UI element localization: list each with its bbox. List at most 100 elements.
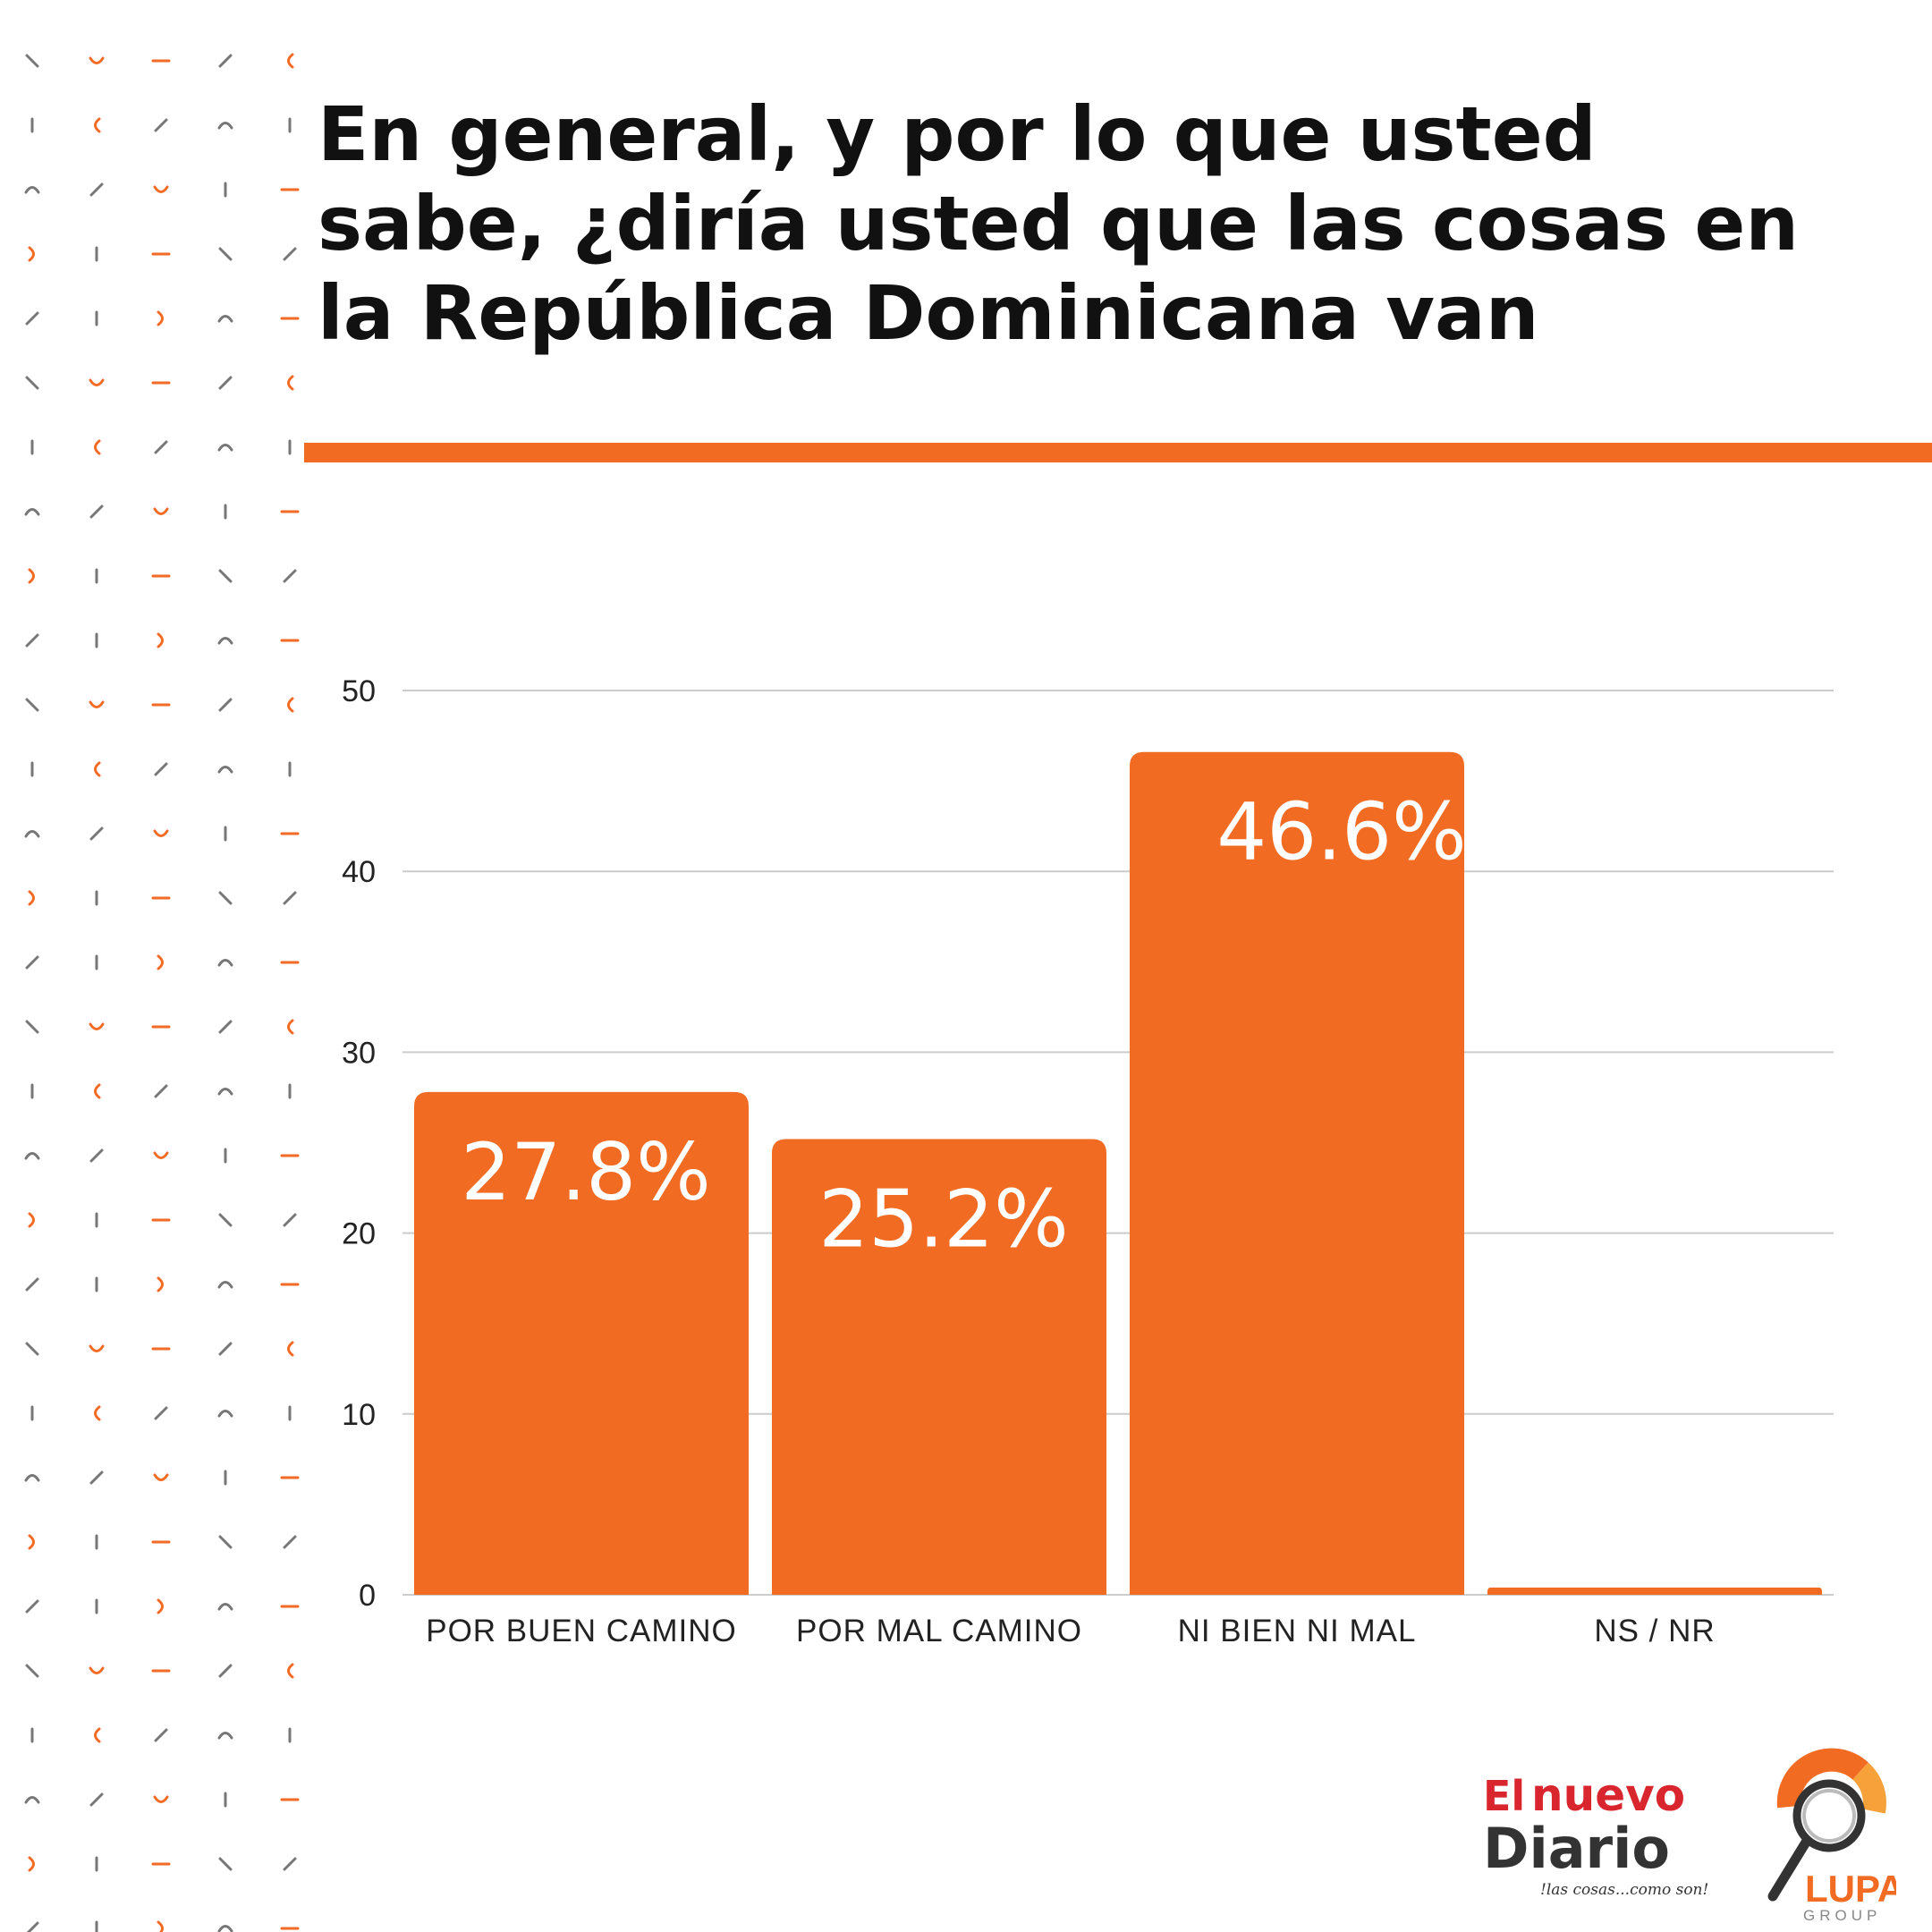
pattern-glyph xyxy=(157,954,164,970)
lupa-group-logo: LUPA GROUP xyxy=(1767,1748,1896,1923)
pattern-glyph xyxy=(287,53,294,69)
logo-tagline: !las cosas...como son! xyxy=(1540,1881,1708,1899)
pattern-glyph xyxy=(217,1732,233,1740)
pattern-glyph xyxy=(24,186,40,194)
pattern-glyph xyxy=(218,1020,233,1034)
data-label: 46.6% xyxy=(1216,786,1467,878)
pattern-glyph xyxy=(218,1213,233,1227)
pattern-glyph xyxy=(287,375,294,391)
logos-area: El nuevo Diario !las cosas...como son! L… xyxy=(1476,1744,1905,1923)
pattern-glyph xyxy=(217,959,233,967)
pattern-glyph xyxy=(24,508,40,516)
data-label: 25.2% xyxy=(818,1173,1069,1265)
pattern-glyph xyxy=(94,1405,101,1421)
pattern-glyph xyxy=(157,310,164,326)
pattern-glyph xyxy=(283,1213,297,1227)
pattern-glyph xyxy=(28,1534,35,1550)
data-label: 27.8% xyxy=(461,1126,711,1218)
pattern-glyph xyxy=(217,1410,233,1418)
y-tick-label: 30 xyxy=(342,1036,376,1070)
pattern-glyph xyxy=(283,1857,297,1871)
pattern-glyph xyxy=(25,955,39,970)
pattern-glyph xyxy=(25,633,39,648)
data-labels: 27.8% 25.2% 46.6% xyxy=(461,786,1467,1266)
pattern-glyph xyxy=(28,568,35,584)
pattern-glyph xyxy=(153,1473,169,1481)
pattern-glyph xyxy=(218,698,233,712)
bars xyxy=(414,751,1822,1595)
pattern-glyph xyxy=(287,697,294,713)
pattern-glyph xyxy=(217,1925,233,1932)
pattern-glyph xyxy=(89,826,104,841)
page-title: En general, y por lo que usted sabe, ¿di… xyxy=(318,90,1800,357)
x-category-label: NS / NR xyxy=(1594,1614,1715,1648)
pattern-glyph xyxy=(89,56,105,64)
pattern-glyph xyxy=(218,1664,233,1678)
pattern-glyph xyxy=(25,1277,39,1292)
pattern-glyph xyxy=(287,1019,294,1035)
pattern-glyph xyxy=(89,1666,105,1674)
pattern-glyph xyxy=(217,766,233,774)
pattern-glyph xyxy=(217,444,233,452)
lupa-name: LUPA xyxy=(1805,1868,1896,1910)
pattern-glyph xyxy=(89,1022,105,1030)
y-tick-label: 20 xyxy=(342,1217,376,1251)
pattern-glyph xyxy=(24,1474,40,1482)
pattern-glyph xyxy=(287,1341,294,1357)
pattern-glyph xyxy=(94,117,101,133)
bar xyxy=(772,1139,1106,1595)
logo-word-el: El xyxy=(1483,1772,1525,1820)
pattern-glyph xyxy=(283,569,297,583)
decorative-pattern xyxy=(24,53,300,1932)
pattern-glyph xyxy=(154,1406,168,1420)
pattern-glyph xyxy=(94,439,101,455)
pattern-glyph xyxy=(217,122,233,130)
pattern-glyph xyxy=(157,1598,164,1614)
pattern-glyph xyxy=(25,1664,39,1678)
pattern-glyph xyxy=(157,1920,164,1932)
y-tick-label: 50 xyxy=(342,674,376,708)
pattern-glyph xyxy=(89,1148,104,1163)
pattern-glyph xyxy=(28,246,35,262)
x-category-label: POR MAL CAMINO xyxy=(796,1614,1082,1648)
pattern-glyph xyxy=(28,890,35,906)
pattern-glyph xyxy=(89,378,105,386)
pattern-glyph xyxy=(24,1152,40,1160)
pattern-glyph xyxy=(217,1088,233,1096)
pattern-glyph xyxy=(28,1212,35,1228)
pattern-glyph xyxy=(218,891,233,905)
el-nuevo-diario-logo: El nuevo Diario !las cosas...como son! xyxy=(1483,1769,1708,1899)
pattern-glyph xyxy=(154,118,168,132)
pattern-glyph xyxy=(25,698,39,712)
pattern-glyph xyxy=(94,1727,101,1743)
bar xyxy=(1487,1587,1822,1595)
pattern-glyph xyxy=(153,507,169,515)
pattern-glyph xyxy=(217,315,233,323)
pattern-glyph xyxy=(94,1083,101,1099)
pattern-glyph xyxy=(153,829,169,837)
pattern-glyph xyxy=(24,830,40,838)
pattern-glyph xyxy=(283,891,297,905)
pattern-glyph xyxy=(218,376,233,390)
pattern-glyph xyxy=(154,1728,168,1742)
title-divider xyxy=(304,443,1932,462)
pattern-glyph xyxy=(89,182,104,197)
pattern-glyph xyxy=(25,54,39,68)
bar xyxy=(414,1091,749,1595)
pattern-glyph xyxy=(25,1020,39,1034)
pattern-glyph xyxy=(25,1342,39,1356)
pattern-glyph xyxy=(94,761,101,777)
pattern-glyph xyxy=(217,637,233,645)
y-tick-label: 10 xyxy=(342,1398,376,1432)
pattern-glyph xyxy=(218,247,233,261)
x-category-label: POR BUEN CAMINO xyxy=(426,1614,737,1648)
y-tick-label: 0 xyxy=(359,1579,376,1613)
pattern-glyph xyxy=(217,1281,233,1289)
pattern-glyph xyxy=(217,1603,233,1611)
pattern-glyph xyxy=(154,762,168,776)
pattern-glyph xyxy=(218,1342,233,1356)
pattern-glyph xyxy=(89,1344,105,1352)
logo-word-nuevo: nuevo xyxy=(1531,1769,1685,1821)
pattern-glyph xyxy=(157,1276,164,1292)
